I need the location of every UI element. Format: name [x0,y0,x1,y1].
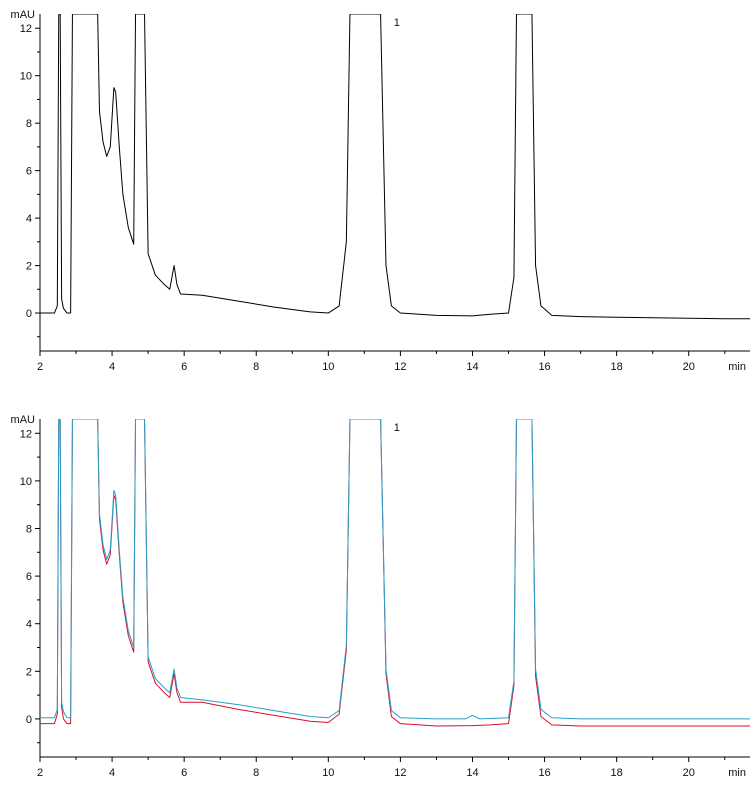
series-trace-2 [40,419,750,720]
y-tick-label: 2 [26,666,32,678]
y-tick-label: 6 [26,571,32,583]
y-tick-label: 8 [26,523,32,535]
x-tick-label: 10 [322,767,334,779]
x-tick-label: 16 [538,767,550,779]
x-axis-label: min [728,767,746,779]
x-tick-label: 4 [109,361,115,373]
x-tick-label: 20 [683,361,695,373]
x-tick-label: 8 [253,767,259,779]
x-tick-label: 6 [181,361,187,373]
x-tick-label: 2 [37,361,43,373]
x-tick-label: 18 [611,767,623,779]
x-tick-label: 16 [538,361,550,373]
x-tick-label: 20 [683,767,695,779]
peak-annotation: 1 [394,17,400,29]
x-tick-label: 10 [322,361,334,373]
chart-panel-2: 0 2 4 6 8 10 12 2 4 6 8 10 12 14 16 18 20 mAU min 1 [11,414,750,779]
x-tick-label: 14 [466,361,478,373]
y-tick-label: 10 [20,476,32,488]
x-tick-label: 6 [181,767,187,779]
y-tick-label: 4 [26,619,32,631]
x-tick-label: 12 [394,361,406,373]
y-tick-label: 2 [26,261,32,273]
y-tick-label: 8 [26,118,32,130]
y-tick-label: 10 [20,71,32,83]
y-tick-label: 6 [26,166,32,178]
y-tick-label: 0 [26,714,32,726]
series-trace-1 [40,14,750,320]
chart-panel-1: 0 2 4 6 8 10 12 2 4 6 8 10 12 14 16 18 20 mAU min 1 [11,9,750,373]
x-tick-label: 14 [466,767,478,779]
x-tick-label: 2 [37,767,43,779]
x-tick-label: 4 [109,767,115,779]
y-axis-label: mAU [11,9,36,21]
peak-annotation: 1 [394,422,400,434]
series-trace-1 [40,419,750,727]
y-tick-label: 12 [20,23,32,35]
y-axis-label: mAU [11,414,36,426]
x-tick-label: 8 [253,361,259,373]
x-tick-label: 12 [394,767,406,779]
y-tick-label: 12 [20,428,32,440]
x-tick-label: 18 [611,361,623,373]
x-axis-label: min [728,361,746,373]
y-tick-label: 4 [26,213,32,225]
y-tick-label: 0 [26,308,32,320]
